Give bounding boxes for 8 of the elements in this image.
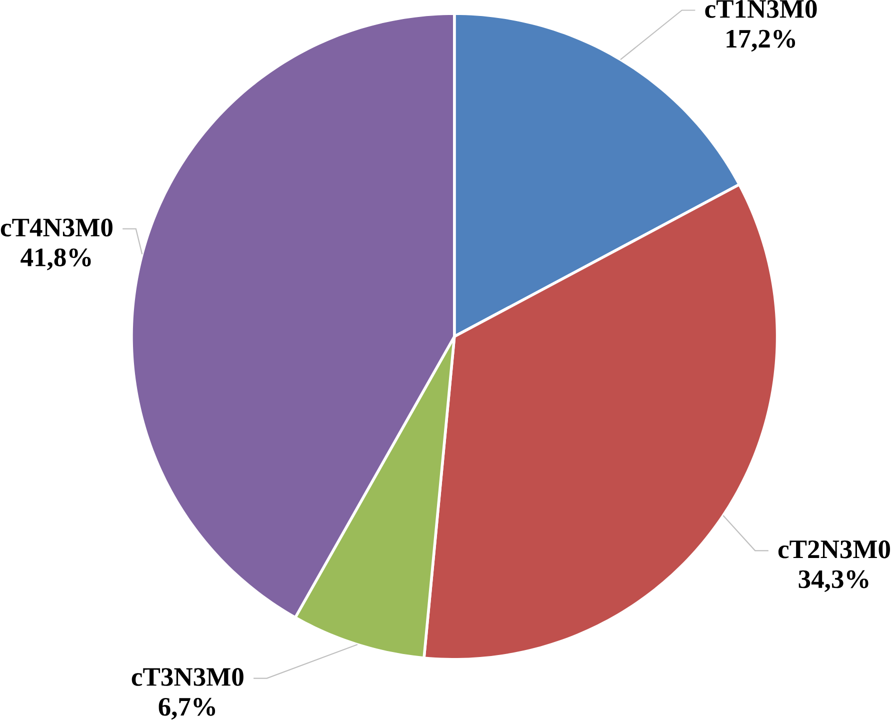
slice-label: cT2N3M0: [778, 540, 890, 558]
data-label: 41,8%: [20, 248, 91, 270]
data-label: 34,3%: [798, 570, 868, 592]
slice-label: cT1N3M0: [705, 0, 817, 18]
slice-label: cT4N3M0: [0, 218, 112, 237]
slice-label: cT3N3M0: [132, 668, 244, 686]
data-label: 6,7%: [158, 698, 216, 720]
data-label: 17,2%: [726, 30, 796, 52]
